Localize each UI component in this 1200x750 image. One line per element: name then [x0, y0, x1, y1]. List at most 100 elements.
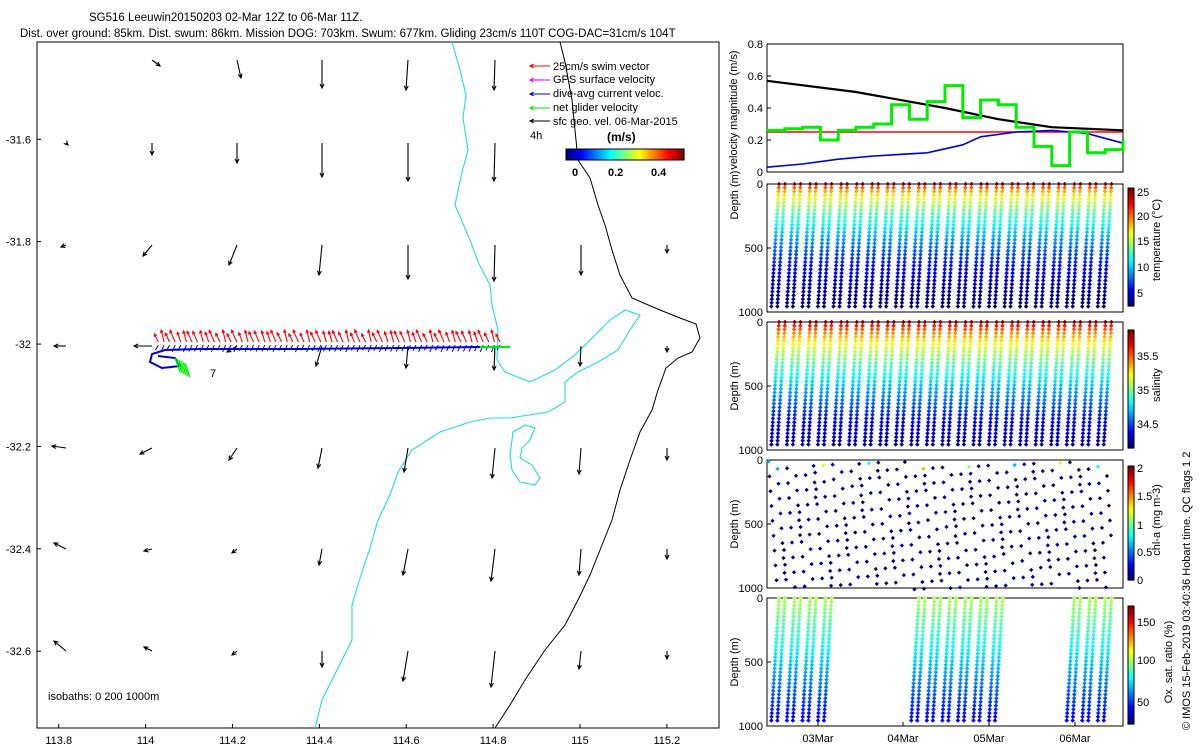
- colorbar-cell: [583, 149, 587, 160]
- profile-point: [770, 278, 776, 283]
- colorbar-tick-label: 35.5: [1137, 351, 1158, 363]
- profile-point: [770, 274, 776, 280]
- map-x-tick-label: 114.8: [480, 735, 507, 747]
- dac-vector: [227, 344, 232, 351]
- sfc-velocity-arrow: [236, 59, 243, 80]
- map-x-tick-label: 114.6: [393, 735, 420, 747]
- map-y-tick-label: -32.6: [6, 646, 31, 658]
- swim-vector: [406, 329, 411, 343]
- map-frame: [36, 41, 720, 729]
- sfc-velocity-arrow: [132, 343, 152, 349]
- swim-vector: [467, 329, 473, 343]
- colorbar-tick-label: 20: [1137, 211, 1149, 223]
- dac-vector: [401, 344, 406, 352]
- colorbar-tick-label: 2: [1137, 463, 1143, 475]
- swim-vector: [243, 329, 249, 343]
- surface-velocity-arrows: [50, 59, 670, 689]
- colorbar-cell: [646, 149, 650, 160]
- sfc-velocity-arrow: [664, 245, 670, 255]
- sfc-velocity-arrow: [319, 143, 325, 179]
- salinity-colorbar-label: salinity: [1151, 368, 1163, 402]
- map-x-tick-label: 114.2: [219, 735, 246, 747]
- colorbar-cell: [660, 149, 663, 160]
- sfc-velocity-arrow: [401, 650, 409, 683]
- legend-net-glider-velocity: net glider velocity: [553, 102, 638, 114]
- sfc-velocity-arrow: [142, 244, 153, 257]
- swim-vector: [164, 331, 171, 343]
- sfc-velocity-arrow: [228, 244, 238, 267]
- map-x-tick-label: 114: [137, 735, 155, 747]
- colorbar-cell: [573, 149, 577, 160]
- colorbar-cell: [569, 149, 573, 160]
- net-velocity-vector: [184, 362, 191, 378]
- profile-point: [771, 267, 776, 272]
- sfc-velocity-arrow: [228, 447, 238, 462]
- profile-point: [776, 274, 782, 280]
- dac-vector: [378, 344, 383, 353]
- sfc-velocity-arrow: [488, 650, 496, 689]
- colorbar-tick-label: 50: [1137, 697, 1149, 709]
- figure-title: SG516 Leeuwin20150203 02-Mar 12Z to 06-M…: [89, 12, 362, 24]
- dac-vector: [322, 344, 327, 352]
- depth-tick-label: 500: [745, 381, 763, 393]
- colorbar-tick-label: 10: [1137, 262, 1149, 274]
- dac-vector: [468, 344, 473, 352]
- colorbar-cell: [621, 149, 624, 160]
- swim-vector: [253, 329, 260, 343]
- swim-vector: [393, 329, 400, 343]
- dac-vector: [283, 344, 288, 353]
- profile-point: [772, 255, 777, 261]
- velocity-panel: 00.20.40.60.8 velocity magnitude (m/s): [728, 39, 1125, 179]
- velocity-y-tick-label: 0.6: [748, 71, 763, 83]
- colorbar-cell: [613, 149, 616, 160]
- colorbar-cell: [674, 149, 677, 160]
- colorbar-cell: [603, 149, 606, 160]
- legend-time-label: 4h: [530, 130, 542, 142]
- net-velocity-vector: [182, 361, 189, 377]
- swim-vector: [248, 330, 255, 343]
- depth-axis-label: Depth (m): [729, 362, 741, 411]
- map-x-ticks: 113.8 114 114.2 114.4 114.6 114.8 115 115.2: [45, 724, 680, 747]
- sfc-velocity-arrow: [59, 243, 67, 248]
- colorbar-cell: [644, 149, 648, 160]
- swim-vector: [438, 329, 445, 343]
- sfc-velocity-arrow: [50, 444, 67, 449]
- depth-tick-label: 0: [757, 317, 763, 329]
- colorbar-cell: [615, 149, 618, 160]
- swim-vector: [182, 329, 187, 343]
- dac-vector: [395, 344, 400, 352]
- colorbar-cell: [628, 149, 632, 160]
- swim-vector: [169, 329, 176, 343]
- dac-vector: [300, 344, 305, 351]
- legend-arrow: [528, 77, 550, 83]
- sfc-velocity-arrow: [316, 447, 323, 470]
- sfc-velocity-arrow: [664, 346, 670, 354]
- map-y-tick-label: -32: [15, 339, 31, 351]
- colorbar-cell: [648, 149, 652, 160]
- velocity-y-tick-label: 0.4: [748, 103, 763, 115]
- sfc-velocity-arrow: [491, 345, 497, 372]
- swim-vector: [260, 329, 266, 343]
- colorbar-cell: [607, 149, 610, 160]
- swim-vector: [292, 328, 299, 343]
- dac-vector: [255, 344, 260, 352]
- depth-tick-label: 500: [745, 657, 763, 669]
- dac-vector: [451, 344, 456, 352]
- profile-point: [771, 263, 777, 268]
- sfc-velocity-arrow: [664, 549, 670, 561]
- legend-arrows: [528, 63, 550, 124]
- dac-vector: [350, 344, 355, 351]
- sfc-velocity-arrow: [63, 140, 69, 146]
- colorbar-cell: [680, 149, 683, 160]
- swim-vector: [376, 329, 383, 343]
- sfc-velocity-arrow: [403, 59, 409, 92]
- profile-point: [771, 270, 776, 276]
- colorbar-cell: [640, 149, 644, 160]
- dac-vector: [384, 344, 389, 352]
- profile-point: [771, 259, 777, 265]
- swim-vector: [495, 332, 501, 343]
- colorbar-border: [565, 148, 685, 161]
- profile-point: [778, 255, 783, 261]
